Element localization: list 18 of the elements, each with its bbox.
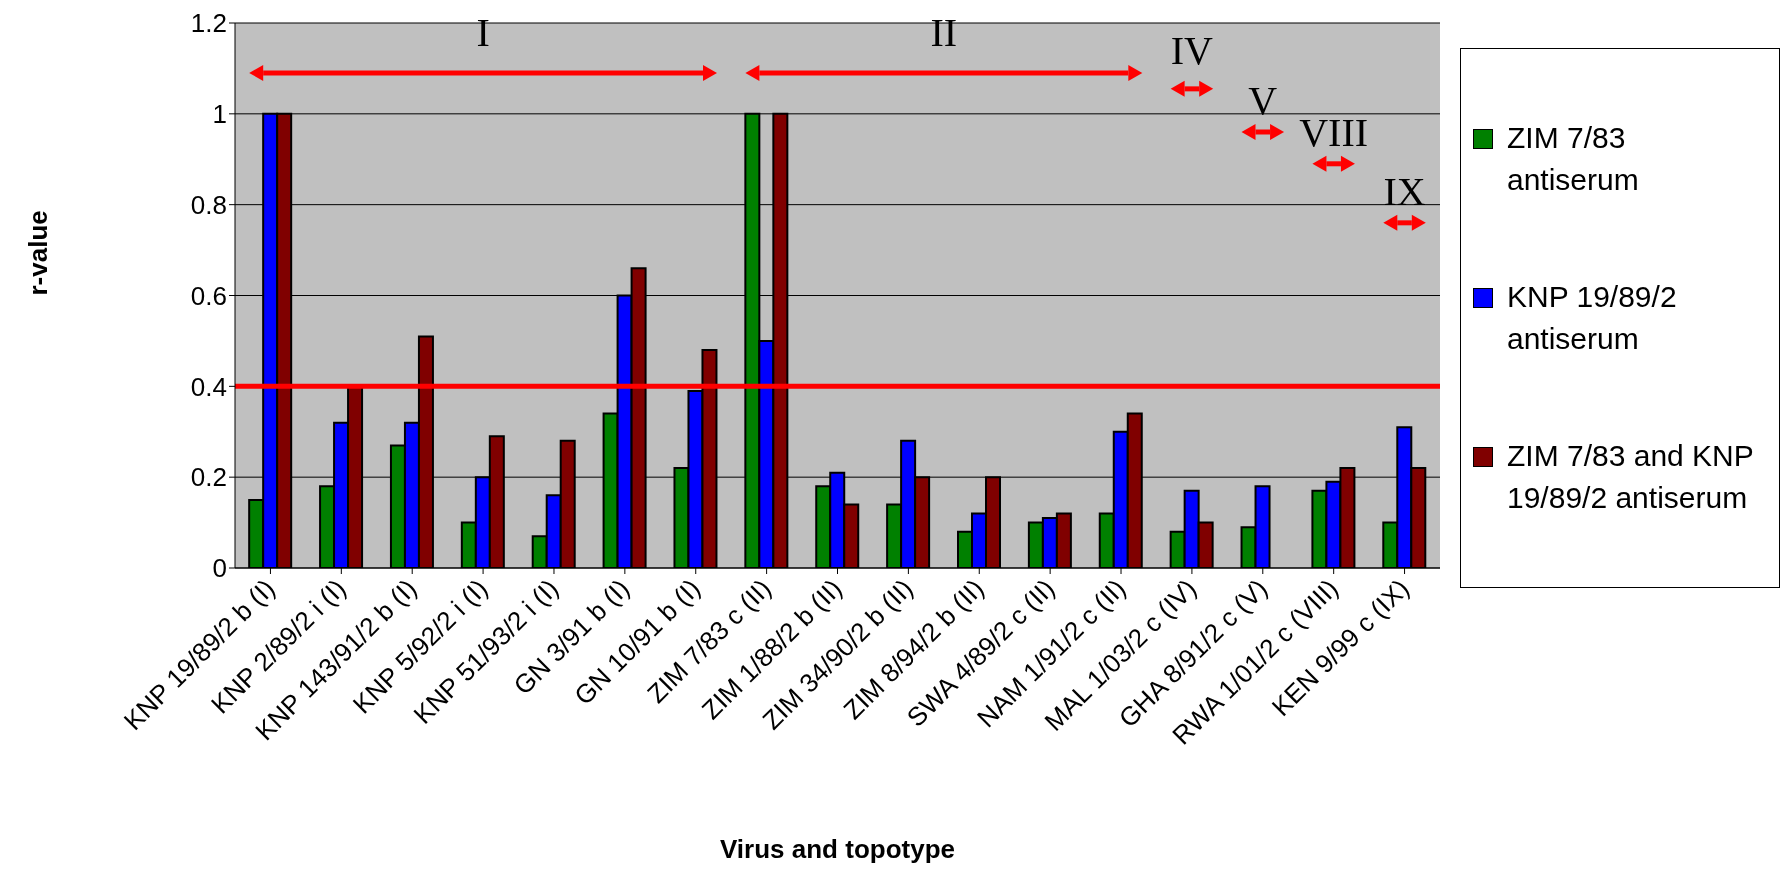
annotation: II	[930, 9, 958, 55]
x-axis-title: Virus and topotype	[720, 834, 955, 864]
legend-label: ZIM 7/83 antiserum	[1507, 119, 1640, 198]
y-tick-label: 0.2	[190, 462, 227, 493]
annotation: IX	[1383, 168, 1426, 214]
y-tick-label: 0	[212, 553, 227, 584]
annotation: I	[476, 9, 490, 55]
annotation: V	[1248, 77, 1278, 123]
y-tick-label: 1	[212, 99, 227, 130]
y-tick-label: 0.4	[190, 371, 227, 402]
y-axis-title: r-value	[23, 210, 54, 296]
annotation: VIII	[1299, 109, 1369, 155]
y-tick-label: 0.8	[190, 189, 227, 220]
legend-label: ZIM 7/83 and KNP 19/89/2 antiserum	[1507, 438, 1755, 517]
y-tick-label: 0.6	[190, 280, 227, 311]
y-tick-label: 1.2	[190, 8, 227, 39]
legend-label: KNP 19/89/2 antiserum	[1507, 279, 1678, 357]
annotation: IV	[1170, 27, 1214, 73]
